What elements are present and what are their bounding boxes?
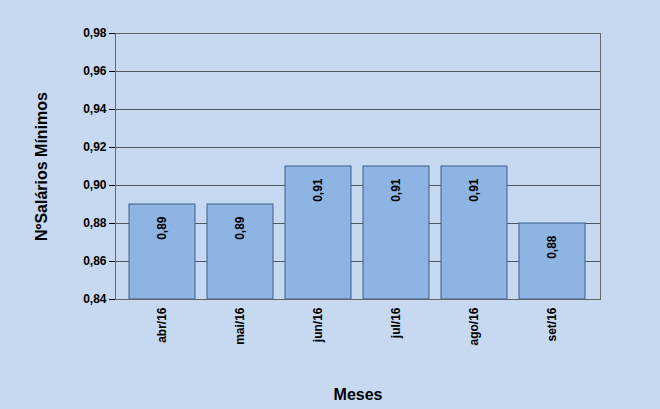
svg-text:mai/16: mai/16 — [233, 307, 247, 345]
svg-text:abr/16: abr/16 — [155, 307, 169, 343]
svg-text:0,88: 0,88 — [83, 216, 107, 230]
svg-text:0,90: 0,90 — [83, 178, 107, 192]
svg-text:jun/16: jun/16 — [311, 307, 325, 343]
svg-text:0,89: 0,89 — [155, 216, 169, 240]
svg-text:ago/16: ago/16 — [467, 307, 481, 345]
svg-text:NºSalários Mínimos: NºSalários Mínimos — [33, 92, 50, 241]
svg-text:jul/16: jul/16 — [389, 307, 403, 339]
svg-text:0,91: 0,91 — [467, 178, 481, 202]
svg-text:0,86: 0,86 — [83, 254, 107, 268]
svg-text:Meses: Meses — [334, 386, 383, 403]
svg-text:0,96: 0,96 — [83, 64, 107, 78]
svg-text:0,88: 0,88 — [545, 235, 559, 259]
svg-text:0,84: 0,84 — [83, 292, 107, 306]
svg-text:0,91: 0,91 — [389, 178, 403, 202]
svg-text:0,92: 0,92 — [83, 140, 107, 154]
svg-text:0,89: 0,89 — [233, 216, 247, 240]
svg-text:0,98: 0,98 — [83, 26, 107, 40]
svg-text:0,94: 0,94 — [83, 102, 107, 116]
svg-text:set/16: set/16 — [545, 307, 559, 341]
svg-text:0,91: 0,91 — [311, 178, 325, 202]
